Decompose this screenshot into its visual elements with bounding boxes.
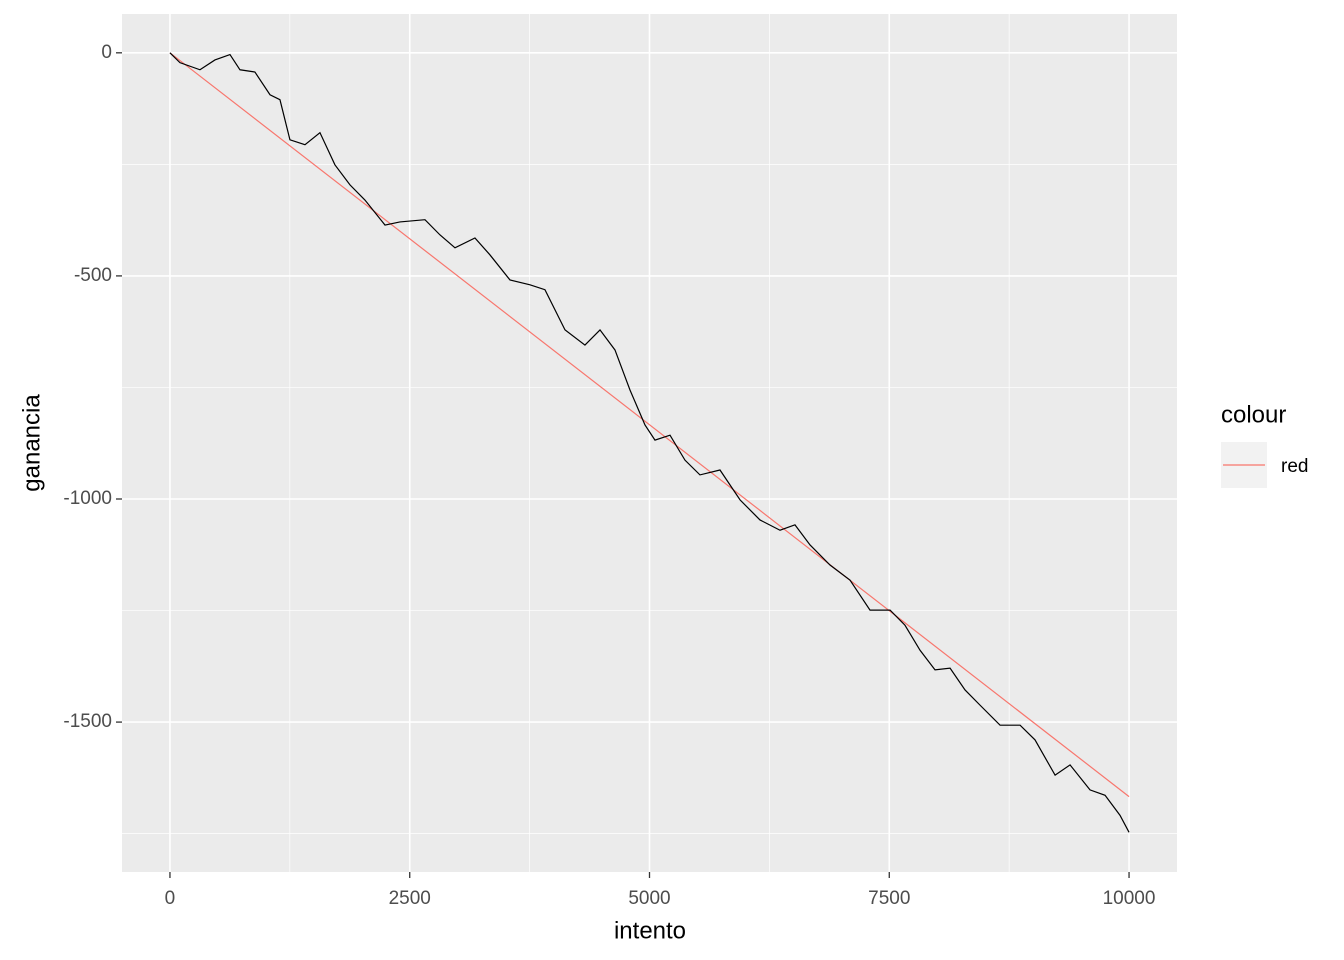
x-tick-label: 2500 (389, 888, 431, 909)
x-tick-label: 0 (165, 888, 176, 909)
y-tick-label: -1000 (63, 488, 112, 509)
y-tick-label: -500 (74, 265, 112, 286)
x-tick-label: 5000 (628, 888, 670, 909)
x-tick-label: 10000 (1103, 888, 1156, 909)
x-tick-label: 7500 (868, 888, 910, 909)
y-axis-title: ganancia (18, 394, 45, 492)
y-tick-label: -1500 (63, 711, 112, 732)
y-tick-label: 0 (101, 42, 112, 63)
data-line (169, 52, 1130, 833)
x-axis-title: intento (614, 917, 686, 944)
legend-label: red (1281, 456, 1308, 477)
legend-title: colour (1221, 401, 1286, 428)
series-line (169, 52, 1130, 798)
